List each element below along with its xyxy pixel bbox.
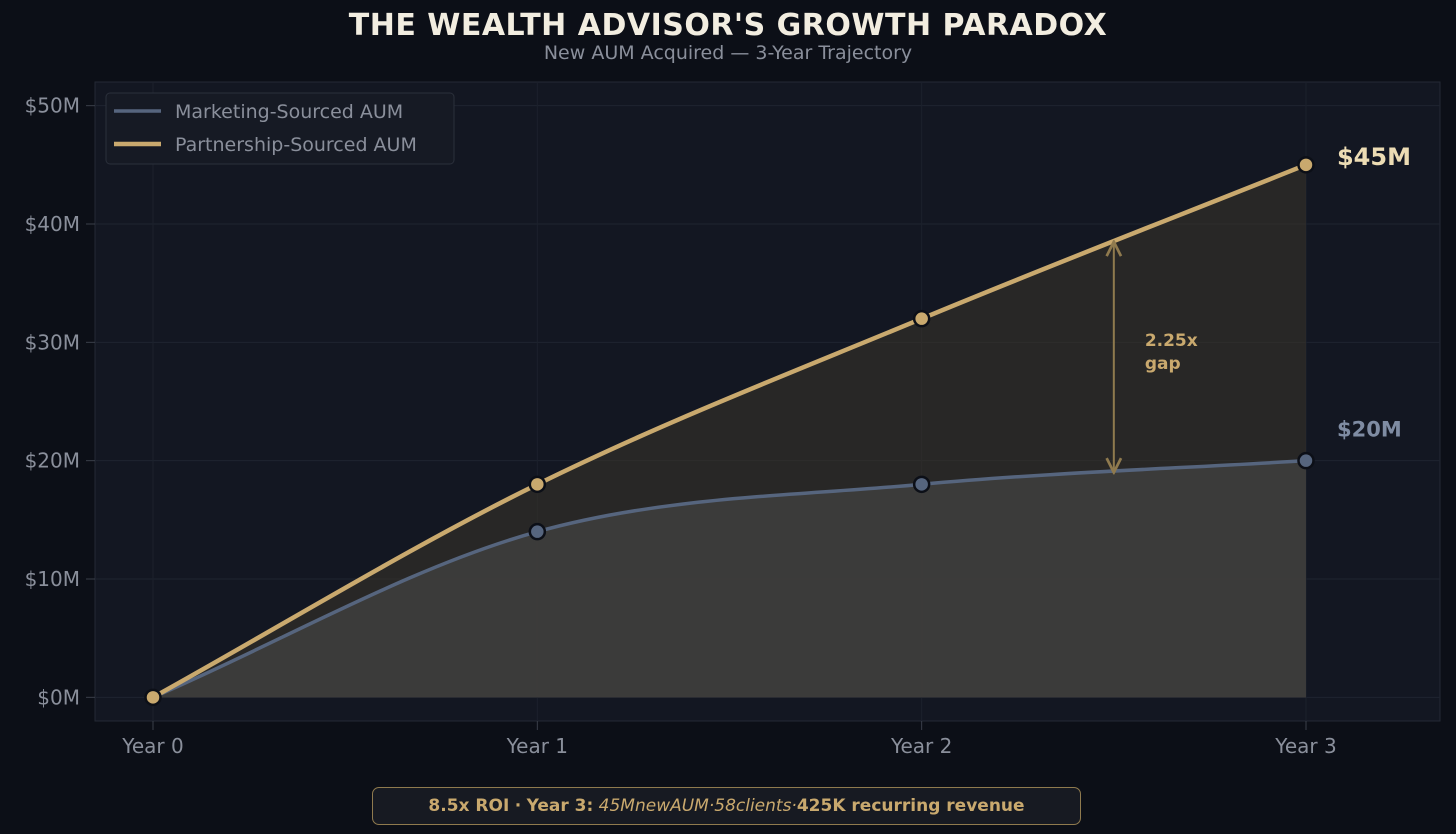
y-tick-label: $10M: [25, 567, 80, 591]
end-labels: $45M $20M: [1337, 143, 1411, 442]
legend: Marketing-Sourced AUM Partnership-Source…: [105, 92, 455, 165]
y-tick-label: $50M: [25, 94, 80, 118]
recurring-revenue: 425K recurring revenue: [796, 796, 1025, 816]
legend-label-marketing: Marketing-Sourced AUM: [175, 101, 403, 123]
y-tick-label: $0M: [37, 685, 80, 709]
point-marketing-2: [912, 475, 931, 494]
legend-box: [105, 92, 455, 165]
year3-label: Year 3:: [526, 796, 594, 816]
point-marketing-1: [528, 522, 547, 541]
point-partnership-3: [1297, 156, 1315, 174]
chart-subtitle: New AUM Acquired — 3-Year Trajectory: [543, 42, 913, 64]
y-tick-label: $30M: [25, 330, 80, 354]
data-points: [144, 156, 1315, 707]
roi-value: 8.5x ROI: [428, 796, 510, 816]
year3-details: 45MnewAUM·58clients·: [598, 796, 797, 816]
gap-ratio-label: 2.25x: [1145, 331, 1198, 351]
y-tick-label: $40M: [25, 212, 80, 236]
roi-separator: ·: [514, 796, 522, 816]
point-partnership-2: [912, 309, 931, 328]
area-fill-marketing-top: [153, 460, 1306, 698]
x-tick-label: Year 2: [890, 734, 952, 758]
point-marketing-3: [1297, 451, 1315, 470]
x-tick-label: Year 0: [121, 734, 183, 758]
x-tick-label: Year 1: [506, 734, 568, 758]
gap-annotation: 2.25x gap: [1114, 242, 1198, 473]
axis-ticks: $0M $10M $20M $30M $40M $50M Year 0 Year 1 Year …: [25, 94, 1337, 758]
end-label-marketing: $20M: [1337, 418, 1402, 442]
point-partnership-0: [144, 688, 162, 707]
y-tick-label: $20M: [25, 449, 80, 473]
point-partnership-1: [528, 475, 547, 494]
gap-word-label: gap: [1145, 354, 1181, 374]
roi-summary-box: 8.5x ROI · Year 3: 45MnewAUM·58clients· …: [372, 787, 1081, 825]
chart-title: THE WEALTH ADVISOR'S GROWTH PARADOX: [348, 8, 1108, 43]
x-tick-label: Year 3: [1274, 734, 1336, 758]
end-label-partnership: $45M: [1337, 143, 1411, 171]
legend-label-partnership: Partnership-Sourced AUM: [175, 134, 417, 156]
